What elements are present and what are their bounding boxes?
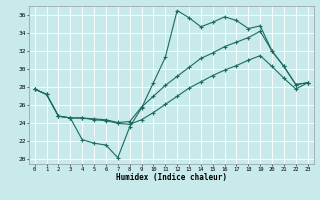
- X-axis label: Humidex (Indice chaleur): Humidex (Indice chaleur): [116, 173, 227, 182]
